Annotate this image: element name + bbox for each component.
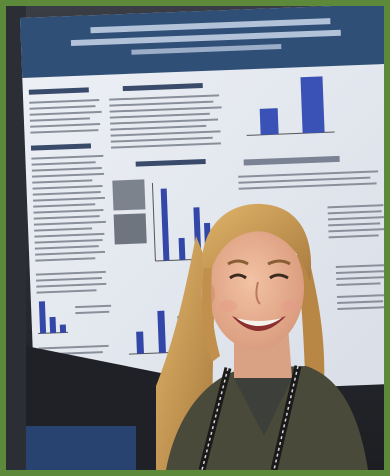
cheek: [219, 300, 237, 312]
eyebrow: [267, 259, 291, 266]
eye: [269, 273, 289, 280]
poster-text-column-left-bottom: [35, 270, 112, 356]
shirt: [234, 378, 292, 436]
lanyard: [198, 367, 232, 470]
cheek: [281, 300, 299, 312]
poster-bar: [49, 316, 57, 334]
poster-bar: [160, 188, 170, 261]
poster-bar: [59, 324, 67, 333]
hair-side: [202, 268, 220, 362]
lanyard: [270, 365, 302, 470]
poster-bar-chart-bottom-left: [38, 301, 69, 335]
eyebrow: [227, 259, 249, 266]
poster-title-line: [90, 18, 331, 34]
poster-text-column-right: [238, 155, 384, 311]
teeth: [236, 318, 282, 326]
left-wall: [6, 6, 26, 470]
poster-micrograph: [112, 179, 146, 211]
poster-bar: [38, 301, 47, 334]
carpet: [26, 426, 136, 470]
poster-micrograph: [113, 213, 147, 245]
hair-top: [201, 203, 312, 282]
poster-text-column-middle: [109, 83, 222, 167]
poster-bar: [178, 237, 186, 261]
nose: [255, 281, 261, 305]
poster-text-column-left: [28, 87, 106, 262]
poster-title-line: [70, 29, 341, 47]
poster-bar: [157, 310, 166, 353]
poster-bar-chart-top-right: [246, 76, 335, 136]
poster-title-line: [131, 43, 282, 55]
photo-scene: [6, 6, 384, 470]
eye: [229, 273, 247, 280]
poster-bar: [259, 108, 279, 135]
photo-illustration: [6, 6, 384, 470]
poster-bar: [136, 331, 144, 354]
poster-bar: [300, 76, 325, 134]
